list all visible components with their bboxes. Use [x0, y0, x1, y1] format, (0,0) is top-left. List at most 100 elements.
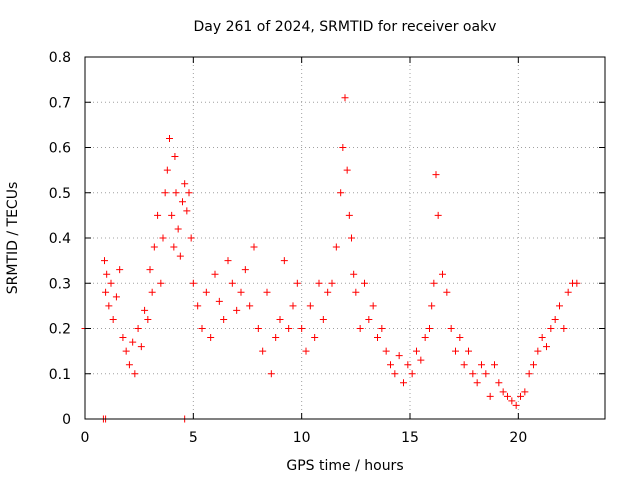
data-point [183, 207, 191, 215]
data-point [315, 279, 323, 287]
data-point [293, 279, 301, 287]
data-point [112, 293, 120, 301]
data-point [259, 347, 267, 355]
data-point [430, 279, 438, 287]
data-point [254, 325, 262, 332]
axis-ticks: 0 0.1 0.2 0.3 0.4 0.5 0.6 0.7 0.8 0 5 10 15 20 [49, 50, 605, 446]
data-point [116, 266, 124, 274]
data-points [81, 94, 581, 423]
data-point [172, 189, 180, 197]
data-point [345, 211, 353, 219]
data-point [469, 370, 477, 378]
data-point [482, 370, 490, 378]
data-point [215, 297, 223, 305]
data-point [179, 198, 186, 206]
data-point [250, 243, 258, 251]
y-tick-label: 0.4 [49, 231, 71, 247]
data-point [306, 302, 314, 310]
data-point [125, 361, 133, 369]
data-point [154, 211, 162, 219]
data-point [107, 279, 115, 287]
data-point [551, 315, 559, 323]
data-point [339, 144, 347, 151]
data-point [146, 266, 154, 274]
data-point [131, 370, 139, 378]
data-point [452, 347, 459, 355]
data-point [109, 315, 117, 323]
data-point [163, 166, 171, 174]
data-point [432, 171, 440, 179]
data-point [395, 352, 403, 360]
data-point [150, 243, 158, 251]
data-point [547, 325, 555, 332]
data-point [521, 388, 529, 396]
data-point [328, 279, 336, 287]
data-point [361, 279, 368, 287]
data-point [391, 370, 399, 378]
data-point [556, 302, 563, 310]
data-point [267, 370, 275, 378]
data-point [382, 347, 390, 355]
data-point [246, 302, 254, 310]
data-point [141, 306, 149, 314]
data-point [233, 306, 241, 314]
data-point [144, 315, 152, 323]
data-point [439, 270, 446, 278]
data-point [499, 388, 507, 396]
data-point [417, 356, 425, 364]
x-axis-label: GPS time / hours [286, 458, 403, 474]
data-point [486, 392, 494, 400]
data-point [311, 334, 319, 342]
data-point [460, 361, 468, 369]
data-point [137, 343, 145, 351]
data-point [224, 257, 232, 265]
x-tick-label: 0 [81, 430, 90, 446]
data-point [319, 315, 327, 323]
data-point [103, 270, 111, 278]
data-point [374, 334, 381, 342]
y-tick-label: 0.7 [49, 95, 71, 111]
data-point [365, 315, 373, 323]
data-point [378, 325, 386, 332]
data-point [166, 134, 173, 142]
data-point [263, 288, 271, 296]
data-point [337, 189, 345, 197]
data-point [241, 266, 249, 274]
x-tick-label: 5 [189, 430, 198, 446]
data-point [534, 347, 542, 355]
data-point [228, 279, 236, 287]
data-point [404, 361, 412, 369]
data-point [413, 347, 420, 355]
data-point [181, 180, 189, 188]
y-tick-label: 0 [62, 412, 71, 428]
y-tick-label: 0.2 [49, 322, 71, 338]
data-point [512, 401, 520, 409]
data-point [122, 347, 130, 355]
x-tick-label: 15 [401, 430, 419, 446]
data-point [352, 288, 360, 296]
data-point [187, 234, 195, 242]
data-point [168, 211, 176, 219]
data-point [324, 288, 332, 296]
chart-title: Day 261 of 2024, SRMTID for receiver oak… [194, 19, 497, 35]
data-point [148, 288, 156, 296]
y-tick-label: 0.6 [49, 141, 71, 157]
data-point [220, 315, 228, 323]
data-point [185, 189, 193, 197]
data-point [478, 361, 485, 369]
data-point [159, 234, 167, 242]
data-point [207, 334, 215, 342]
data-point [101, 257, 108, 265]
data-point [408, 370, 416, 378]
y-tick-label: 0.8 [49, 50, 71, 66]
data-point [508, 397, 516, 405]
data-point [119, 334, 127, 342]
data-point [194, 302, 202, 310]
data-point [491, 361, 498, 369]
data-point [473, 379, 481, 387]
data-point [280, 257, 288, 265]
y-tick-label: 0.3 [49, 276, 71, 292]
data-point [564, 288, 572, 296]
